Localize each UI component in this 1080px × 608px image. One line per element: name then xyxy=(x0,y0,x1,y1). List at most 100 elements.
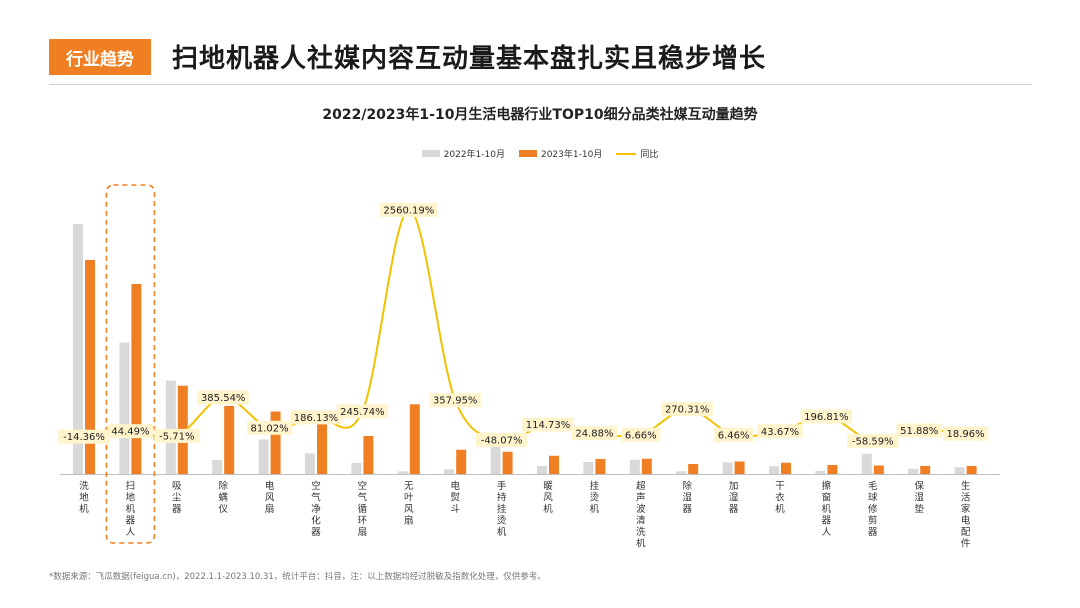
bar-2022 xyxy=(954,467,965,474)
yoy-label-bg xyxy=(154,428,200,443)
category-tick-label: 擦窗机器人 xyxy=(822,480,832,538)
legend-swatch-2023 xyxy=(518,150,537,157)
bar-2022 xyxy=(537,466,547,474)
bar-2022 xyxy=(629,459,640,474)
yoy-data-label: 270.31% xyxy=(665,404,710,415)
yoy-label-bg xyxy=(943,426,989,441)
yoy-data-label: 24.88% xyxy=(575,429,613,440)
category-tick-label: 扫地机器人 xyxy=(126,480,136,538)
yoy-label-bg xyxy=(475,432,528,447)
bar-2022 xyxy=(444,469,455,474)
bar-2023 xyxy=(781,462,791,474)
section-tag: 行业趋势 xyxy=(49,39,151,75)
bar-2023 xyxy=(409,404,420,474)
yoy-data-label: 357.95% xyxy=(433,396,478,407)
yoy-label-bg xyxy=(896,423,942,438)
legend-label-2022: 2022年1-10月 xyxy=(443,150,505,160)
bar-2023 xyxy=(270,411,281,474)
bar-2022 xyxy=(351,463,362,474)
yoy-data-label: 186.13% xyxy=(294,413,339,424)
category-tick-label: 电风扇 xyxy=(265,480,275,515)
yoy-data-label: 18.96% xyxy=(947,429,985,440)
yoy-label-bg xyxy=(380,202,438,217)
yoy-data-label: 6.46% xyxy=(718,430,750,441)
category-tick-label: 空气净化器 xyxy=(311,480,321,538)
bar-2022 xyxy=(583,462,594,474)
legend-swatch-yoy xyxy=(616,152,637,155)
bar-2023 xyxy=(502,451,513,474)
bar-2023 xyxy=(456,449,467,474)
bar-2022 xyxy=(769,466,779,474)
yoy-label-bg xyxy=(757,424,803,439)
yoy-label-bg xyxy=(58,429,110,444)
bar-2023 xyxy=(224,406,235,474)
bar-2022 xyxy=(305,453,315,474)
category-tick-label: 生活家电配件 xyxy=(961,480,971,550)
bar-2022 xyxy=(212,460,223,474)
legend-item-2022: 2022年1-10月 xyxy=(421,147,505,160)
bar-2022 xyxy=(908,468,919,474)
yoy-data-label: 43.67% xyxy=(761,427,799,438)
yoy-data-label: 245.74% xyxy=(340,407,385,418)
yoy-data-label: -48.07% xyxy=(481,435,523,446)
yoy-label-bg xyxy=(197,390,249,405)
yoy-label-bg xyxy=(429,393,481,408)
category-tick-label: 毛球修剪器 xyxy=(868,480,878,538)
bar-2022 xyxy=(722,462,733,474)
category-tick-label: 电熨斗 xyxy=(450,480,460,515)
bar-2023 xyxy=(549,455,559,474)
bar-2022 xyxy=(73,224,83,474)
chart-title: 2022/2023年1-10月生活电器行业TOP10细分品类社媒互动量趋势 xyxy=(322,107,758,123)
bar-2023 xyxy=(966,466,977,474)
yoy-data-label: 196.81% xyxy=(804,412,849,423)
yoy-data-label: -5.71% xyxy=(159,431,194,442)
chart-legend: 2022年1-10月 2023年1-10月 同比 xyxy=(0,147,1080,160)
bar-2022 xyxy=(815,471,826,474)
bar-2022 xyxy=(397,471,408,474)
yoy-data-label: -58.59% xyxy=(852,436,894,447)
bar-2023 xyxy=(641,458,652,474)
yoy-data-label: 51.88% xyxy=(900,426,938,437)
yoy-label-bg xyxy=(107,424,153,439)
yoy-label-bg xyxy=(714,427,754,442)
legend-item-yoy: 同比 xyxy=(616,147,658,160)
yoy-label-bg xyxy=(800,409,853,424)
legend-swatch-2022 xyxy=(421,150,440,157)
category-tick-label: 暖风机 xyxy=(543,480,553,515)
bar-2022 xyxy=(258,439,269,474)
yoy-data-label: 44.49% xyxy=(111,427,149,438)
yoy-data-label: 2560.19% xyxy=(383,205,434,216)
yoy-label-bg xyxy=(290,410,342,425)
category-tick-label: 超声波清洗机 xyxy=(636,480,646,550)
header-divider xyxy=(49,84,1032,85)
bar-2023 xyxy=(734,461,745,474)
bar-2023 xyxy=(595,459,606,474)
category-tick-label: 除湿器 xyxy=(682,480,692,515)
yoy-data-label: 81.02% xyxy=(251,423,289,434)
yoy-label-bg xyxy=(661,401,713,416)
page-title: 扫地机器人社媒内容互动量基本盘扎实且稳步增长 xyxy=(172,44,767,74)
data-source-footnote: *数据来源：飞瓜数据(feigua.cn)，2022.1.1-2023.10.3… xyxy=(49,572,546,582)
yoy-data-label: 6.66% xyxy=(625,430,657,441)
category-tick-label: 除螨仪 xyxy=(218,480,228,515)
bar-2023 xyxy=(688,464,699,474)
yoy-data-label: 114.73% xyxy=(526,420,571,431)
yoy-label-bg xyxy=(621,427,661,442)
yoy-label-bg xyxy=(847,433,899,448)
yoy-label-bg xyxy=(522,417,574,432)
bar-2022 xyxy=(490,444,501,474)
bar-2022 xyxy=(676,471,687,474)
yoy-line xyxy=(83,208,966,443)
category-tick-label: 吸尘器 xyxy=(172,481,182,515)
category-tick-label: 挂烫机 xyxy=(590,480,600,515)
category-tick-label: 空气循环扇 xyxy=(358,480,368,538)
category-tick-label: 加湿器 xyxy=(729,481,739,515)
category-tick-label: 干衣机 xyxy=(775,481,785,515)
bar-2023 xyxy=(85,260,95,474)
yoy-label-bg xyxy=(336,404,389,419)
yoy-label-bg xyxy=(571,426,617,441)
bar-2023 xyxy=(363,436,374,474)
bar-2022 xyxy=(861,453,872,474)
legend-label-yoy: 同比 xyxy=(640,150,659,160)
